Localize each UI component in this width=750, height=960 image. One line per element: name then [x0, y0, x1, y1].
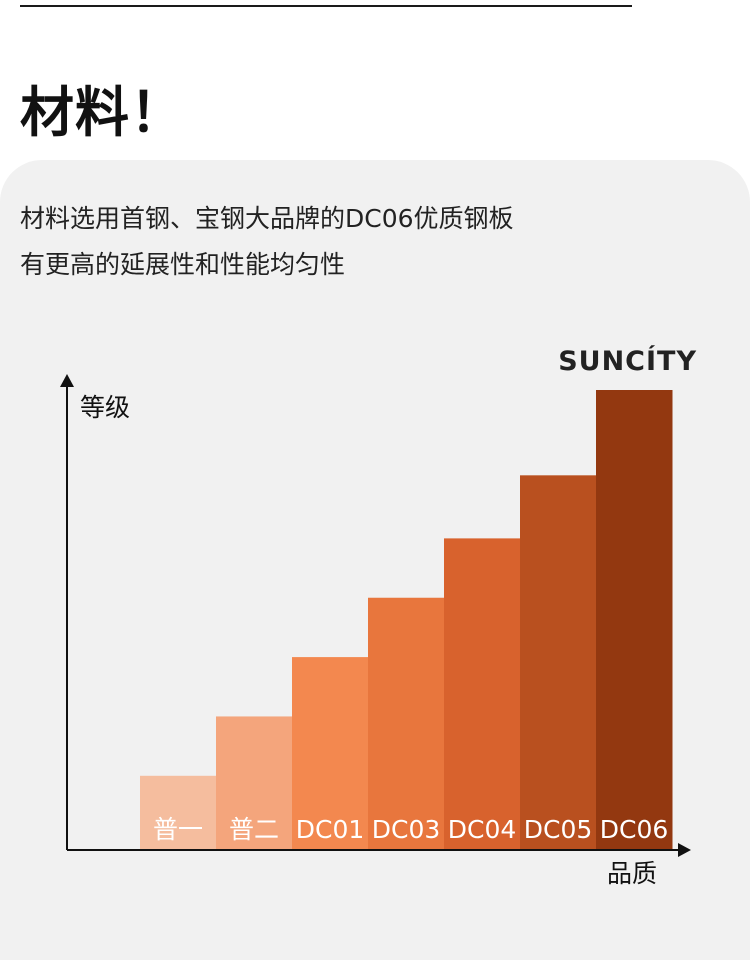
bar-DC04 [444, 538, 521, 850]
description: 材料选用首钢、宝钢大品牌的DC06优质钢板 有更高的延展性和性能均匀性 [20, 196, 514, 288]
x-axis-arrow [678, 843, 691, 857]
y-axis-arrow [60, 374, 74, 387]
description-line-1: 材料选用首钢、宝钢大品牌的DC06优质钢板 [20, 204, 514, 233]
bar-labels-layer: 普一 普二 DC01 DC03 DC04 DC05 DC06 [153, 815, 668, 844]
bar-label-DC04: DC04 [448, 815, 517, 844]
bar-普一 [140, 775, 217, 850]
page-title: 材料！ [20, 81, 185, 144]
axes [60, 374, 691, 857]
bar-label-普二: 普二 [229, 815, 279, 844]
bar-DC06 [596, 390, 673, 850]
bar-DC01 [292, 657, 369, 850]
bar-label-DC06: DC06 [600, 815, 669, 844]
x-axis-label: 品质 [607, 859, 657, 888]
description-line-2: 有更高的延展性和性能均匀性 [20, 250, 346, 279]
bar-普二 [216, 716, 293, 850]
top-divider [20, 0, 632, 7]
bar-label-DC05: DC05 [524, 815, 593, 844]
bar-label-DC01: DC01 [296, 815, 365, 844]
bar-DC03 [368, 597, 445, 850]
y-axis-label: 等级 [80, 393, 130, 422]
bars-layer [140, 390, 673, 850]
bar-DC05 [520, 475, 597, 850]
brand-logo: SUNCÍTY [558, 345, 697, 377]
bar-label-普一: 普一 [153, 815, 203, 844]
bar-label-DC03: DC03 [372, 815, 441, 844]
